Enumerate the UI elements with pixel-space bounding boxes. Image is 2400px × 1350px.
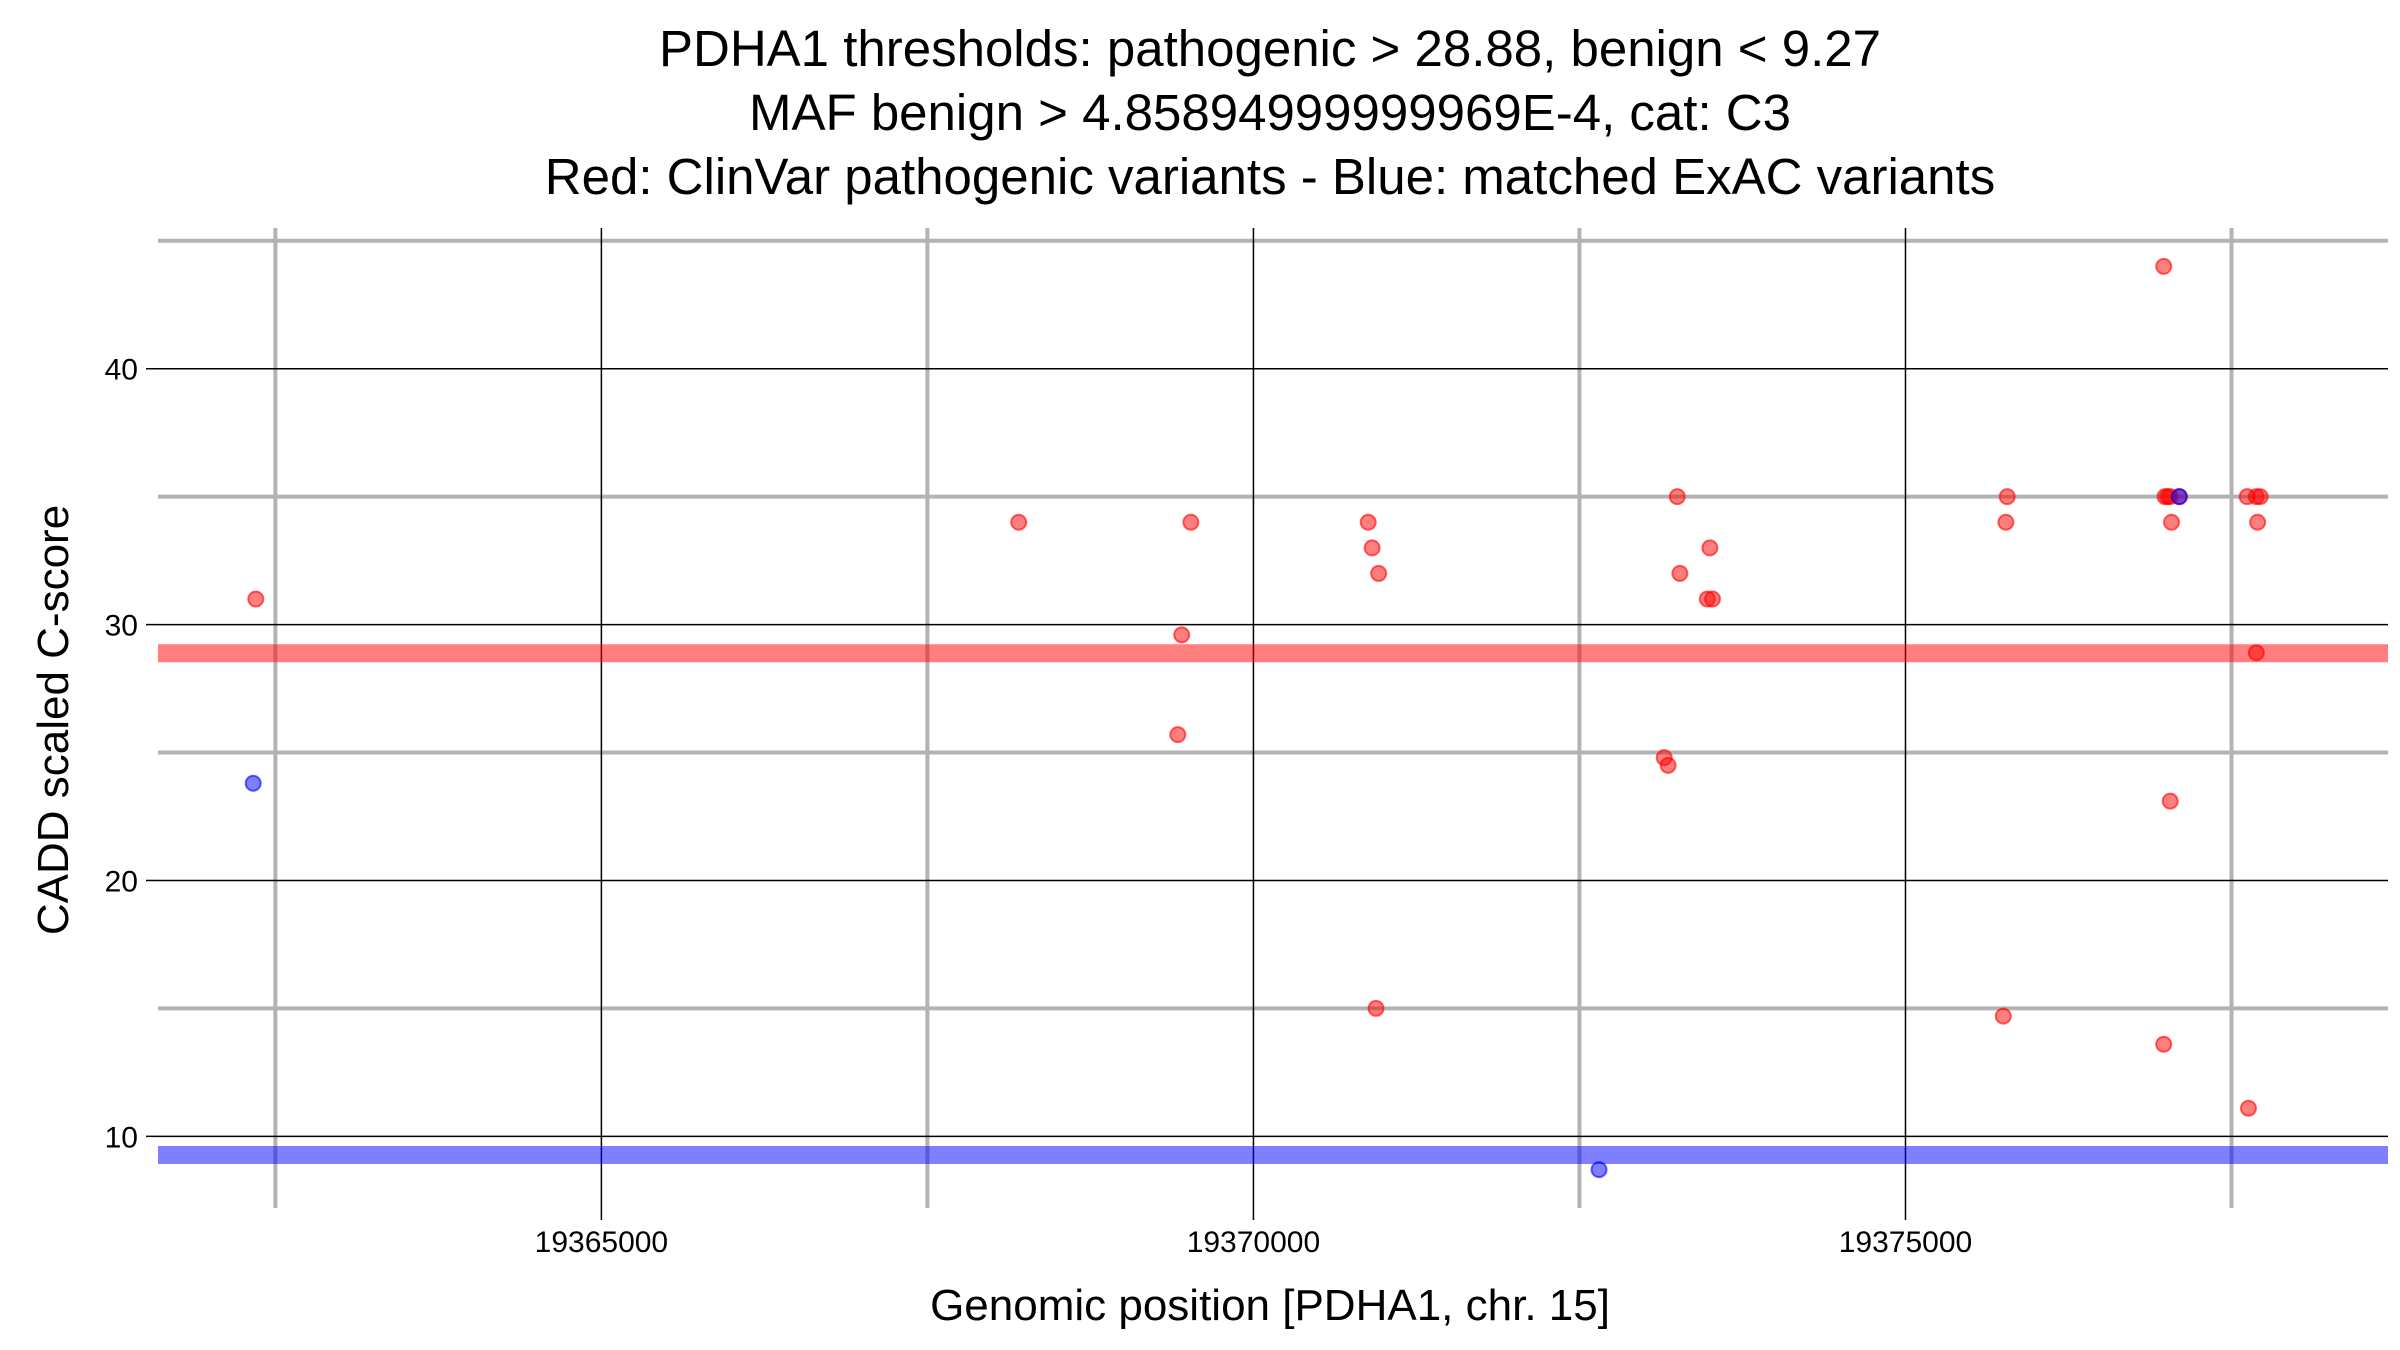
minor-gridlines <box>158 228 2388 1208</box>
data-point <box>2161 792 2179 810</box>
data-point <box>1671 564 1689 582</box>
data-point <box>1367 999 1385 1017</box>
data-point <box>2249 513 2267 531</box>
data-point <box>1182 513 1200 531</box>
data-point <box>2251 488 2269 506</box>
data-point <box>1359 513 1377 531</box>
data-point <box>1998 488 2016 506</box>
y-tick-label: 30 <box>105 610 138 643</box>
x-axis-label: Genomic position [PDHA1, chr. 15] <box>930 1281 1610 1330</box>
y-axis-label: CADD scaled C-score <box>29 505 78 935</box>
data-point <box>1590 1161 1608 1179</box>
data-point <box>1659 756 1677 774</box>
data-point <box>1668 488 1686 506</box>
x-tick-label: 19370000 <box>1187 1226 1320 1259</box>
title-line-2: MAF benign > 4.85894999999969E-4, cat: C… <box>749 84 1791 141</box>
data-point <box>244 774 262 792</box>
data-point <box>2163 513 2181 531</box>
data-point <box>1994 1007 2012 1025</box>
data-point <box>2239 1099 2257 1117</box>
x-tick-label: 19365000 <box>535 1226 668 1259</box>
y-tick-label: 10 <box>105 1121 138 1154</box>
y-tick-label: 20 <box>105 865 138 898</box>
title-line-1: PDHA1 thresholds: pathogenic > 28.88, be… <box>659 20 1881 77</box>
data-point <box>1370 564 1388 582</box>
threshold-lines <box>158 644 2388 1165</box>
data-point <box>2170 488 2188 506</box>
data-point <box>2155 1035 2173 1053</box>
x-axis-ticks: 19365000 19370000 19375000 <box>535 1208 1972 1259</box>
y-axis-ticks: 10 20 30 40 <box>105 354 158 1154</box>
data-point <box>1997 513 2015 531</box>
chart-title: PDHA1 thresholds: pathogenic > 28.88, be… <box>545 20 1995 205</box>
data-point <box>2247 644 2265 662</box>
data-points <box>244 257 2269 1179</box>
data-point <box>2155 257 2173 275</box>
title-line-3: Red: ClinVar pathogenic variants - Blue:… <box>545 148 1995 205</box>
data-point <box>1703 590 1721 608</box>
data-point <box>247 590 265 608</box>
data-point <box>1173 626 1191 644</box>
y-tick-label: 40 <box>105 354 138 387</box>
data-point <box>1010 513 1028 531</box>
data-point <box>1363 539 1381 557</box>
data-point <box>1701 539 1719 557</box>
data-point <box>1169 726 1187 744</box>
x-tick-label: 19375000 <box>1839 1226 1972 1259</box>
major-gridlines <box>158 228 2388 1208</box>
